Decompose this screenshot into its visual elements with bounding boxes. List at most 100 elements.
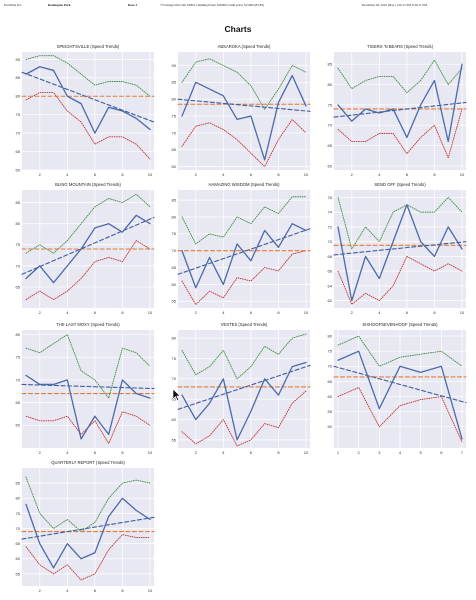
x-tick-label: 4 xyxy=(378,310,381,315)
y-tick-label: 85 xyxy=(328,62,333,67)
y-tick-label: 65 xyxy=(16,400,21,405)
y-tick-label: 80 xyxy=(16,496,21,501)
chart-title: QUARTERLY REPORT (Speed Trends) xyxy=(51,460,125,465)
y-tick-label: 70 xyxy=(172,376,177,381)
y-tick-label: 60 xyxy=(16,556,21,561)
trend-line xyxy=(177,228,311,275)
trend-line xyxy=(21,516,155,540)
y-tick-label: 70 xyxy=(16,131,21,136)
x-tick-label: 10 xyxy=(148,310,153,315)
plot-background xyxy=(178,190,310,308)
x-tick-label: 10 xyxy=(148,450,153,455)
y-tick-label: 85 xyxy=(16,75,21,80)
speed-line xyxy=(181,361,307,441)
upper-line xyxy=(337,335,463,367)
x-tick-label: 4 xyxy=(399,450,402,455)
y-tick-label: 55 xyxy=(172,437,177,442)
x-tick-label: 10 xyxy=(460,172,465,177)
chart-title: SIXHOOFSEVENHOOF (Speed Trends) xyxy=(362,322,438,327)
y-tick-label: 65 xyxy=(16,541,21,546)
x-tick-label: 6 xyxy=(406,310,409,315)
x-tick-label: 10 xyxy=(304,172,309,177)
x-tick-label: 7 xyxy=(461,450,464,455)
plot-background xyxy=(178,330,310,448)
y-tick-label: 60 xyxy=(172,417,177,422)
x-tick-label: 2 xyxy=(351,172,354,177)
lower-line xyxy=(181,250,307,306)
speed-trend-chart: QUARTERLY REPORT (Speed Trends) 55 60 65 70 7… xyxy=(8,460,162,596)
upper-line xyxy=(25,193,151,254)
speed-line xyxy=(25,497,151,569)
speed-trend-chart: BLING MOUNTAIN (Speed Trends) 65 70 75 80 85 2… xyxy=(8,182,162,318)
x-tick-label: 2 xyxy=(195,450,198,455)
trend-line xyxy=(333,241,467,256)
lower-line xyxy=(337,108,463,159)
chart-title: BLING MOUNTAIN (Speed Trends) xyxy=(55,182,121,187)
y-tick-label: 50 xyxy=(328,424,333,429)
upper-line xyxy=(181,333,307,380)
y-tick-label: 80 xyxy=(16,221,21,226)
chart-svg: SIXHOOFSEVENHOOF (Speed Trends)505560657… xyxy=(328,322,467,455)
x-tick-label: 10 xyxy=(148,172,153,177)
x-tick-label: 8 xyxy=(277,172,280,177)
y-tick-label: 65 xyxy=(328,143,333,148)
y-tick-label: 85 xyxy=(172,80,177,85)
x-tick-label: 10 xyxy=(304,310,309,315)
y-tick-label: 60 xyxy=(16,167,21,172)
speed-trend-chart: HAMAZING WISDOM (Speed Trends) 55 60 65 70 75… xyxy=(164,182,318,318)
y-tick-label: 75 xyxy=(16,355,21,360)
chart-svg: ABSAROKA (Speed Trends) 60 65 70 75 80 85 90 2 4 6… xyxy=(172,44,311,177)
chart-svg: THE LAST MOXY (Speed Trends) 60 65 70 75 80 2 4… xyxy=(16,322,155,455)
trend-line xyxy=(21,383,155,390)
lower-line xyxy=(181,390,307,447)
y-tick-label: 70 xyxy=(172,130,177,135)
y-tick-label: 85 xyxy=(16,200,21,205)
y-tick-label: 74 xyxy=(328,210,333,215)
x-tick-label: 8 xyxy=(121,450,124,455)
speed-line xyxy=(181,223,307,289)
report-header: PostTime Pro Remington Park Race 3 7 Fur… xyxy=(0,0,476,12)
chart-title: TIGERS 'N BEARS (Speed Trends) xyxy=(367,44,434,49)
race-conditions: 7 Furlongs Dirt Clm 1800S Claiming Purse… xyxy=(160,3,265,7)
x-tick-label: 6 xyxy=(250,310,253,315)
chart-title: SPEIGHTSVILLE (Speed Trends) xyxy=(57,44,120,49)
y-tick-label: 60 xyxy=(328,163,333,168)
plot-background xyxy=(334,190,466,308)
speed-line xyxy=(181,74,307,161)
chart-title: THE LAST MOXY (Speed Trends) xyxy=(56,322,120,327)
chart-title: VESTES (Speed Trends) xyxy=(221,322,268,327)
speed-trend-chart: ABSAROKA (Speed Trends) 60 65 70 75 80 85 90 2 4 6… xyxy=(164,44,318,180)
y-tick-label: 70 xyxy=(16,377,21,382)
plot-background xyxy=(334,52,466,170)
x-tick-label: 5 xyxy=(420,450,423,455)
upper-line xyxy=(25,55,151,97)
y-tick-label: 75 xyxy=(328,102,333,107)
upper-line xyxy=(25,334,151,399)
upper-line xyxy=(181,58,307,110)
x-tick-label: 3 xyxy=(378,450,381,455)
y-tick-label: 68 xyxy=(328,254,333,259)
x-tick-label: 8 xyxy=(121,588,124,593)
trend-line xyxy=(177,364,311,410)
speed-trend-chart: THE LAST MOXY (Speed Trends) 60 65 70 75 80 2 4… xyxy=(8,322,162,458)
x-tick-label: 10 xyxy=(148,588,153,593)
y-tick-label: 62 xyxy=(328,298,333,303)
y-tick-label: 90 xyxy=(16,57,21,62)
upper-line xyxy=(25,476,151,532)
y-tick-label: 70 xyxy=(16,526,21,531)
y-tick-label: 80 xyxy=(16,332,21,337)
x-tick-label: 4 xyxy=(66,310,69,315)
x-tick-label: 8 xyxy=(433,310,436,315)
speed-trend-chart: SPEIGHTSVILLE (Speed Trends) 60 65 70 75 80 85… xyxy=(8,44,162,180)
y-tick-label: 70 xyxy=(328,239,333,244)
plot-background xyxy=(178,52,310,170)
speed-line xyxy=(337,350,463,440)
x-tick-label: 6 xyxy=(440,450,443,455)
y-tick-label: 70 xyxy=(172,248,177,253)
race-number: Race 3 xyxy=(128,3,138,7)
plot-background xyxy=(22,330,154,448)
y-tick-label: 55 xyxy=(328,409,333,414)
y-tick-label: 72 xyxy=(328,224,333,229)
trend-line xyxy=(21,216,155,275)
speed-line xyxy=(25,66,151,134)
